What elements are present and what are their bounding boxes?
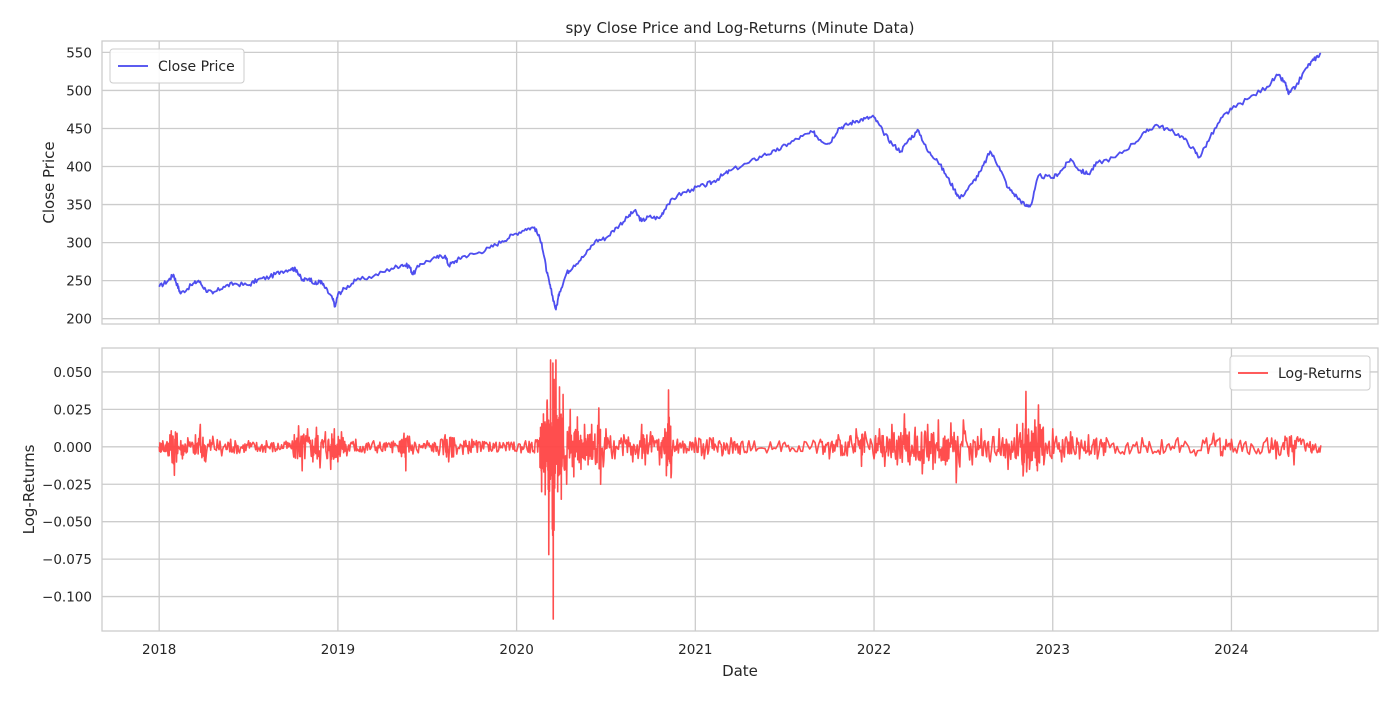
x-tick-label: 2023	[1036, 642, 1070, 658]
legend: Close Price	[109, 48, 245, 84]
legend-label: Log-Returns	[1278, 366, 1362, 382]
series-line-1	[158, 52, 1322, 311]
y-tick-label: −0.025	[42, 477, 92, 493]
x-tick-label: 2022	[857, 642, 891, 658]
chart-title: spy Close Price and Log-Returns (Minute …	[565, 19, 914, 37]
y-tick-label: 0.050	[53, 365, 92, 381]
y-tick-label: 400	[66, 160, 92, 176]
series-line-1	[158, 359, 1322, 620]
y-tick-label: −0.050	[42, 515, 92, 531]
legend-box	[1229, 355, 1371, 391]
x-tick-label: 2021	[678, 642, 712, 658]
legend: Log-Returns	[1229, 355, 1371, 391]
x-tick-label: 2020	[499, 642, 533, 658]
x-tick-label: 2018	[142, 642, 176, 658]
y-tick-label: 300	[66, 236, 92, 252]
panel-frame	[101, 347, 1379, 632]
panel-1: 200 250 300 350 400 450 500 550 Close Price Close…	[40, 40, 1379, 328]
y-tick-label: 500	[66, 83, 92, 99]
y-axis-label: Close Price	[40, 141, 58, 223]
y-tick-label: 350	[66, 198, 92, 214]
y-tick-label: −0.075	[42, 552, 92, 568]
legend-label: Close Price	[158, 59, 235, 75]
panel-frame	[101, 40, 1379, 325]
y-tick-label: −0.100	[42, 590, 92, 606]
panel-2: −0.100 −0.075 −0.050 −0.025 0.000 0.025 0.050 2…	[20, 347, 1379, 658]
y-tick-label: 0.000	[53, 440, 92, 456]
legend-box	[109, 48, 245, 84]
y-tick-label: 550	[66, 45, 92, 61]
y-tick-label: 250	[66, 274, 92, 290]
x-axis-label: Date	[722, 662, 758, 680]
x-tick-label: 2019	[321, 642, 355, 658]
y-axis-label: Log-Returns	[20, 444, 38, 534]
y-tick-label: 0.025	[53, 402, 92, 418]
y-tick-label: 200	[66, 312, 92, 328]
x-tick-label: 2024	[1214, 642, 1248, 658]
y-tick-label: 450	[66, 121, 92, 137]
